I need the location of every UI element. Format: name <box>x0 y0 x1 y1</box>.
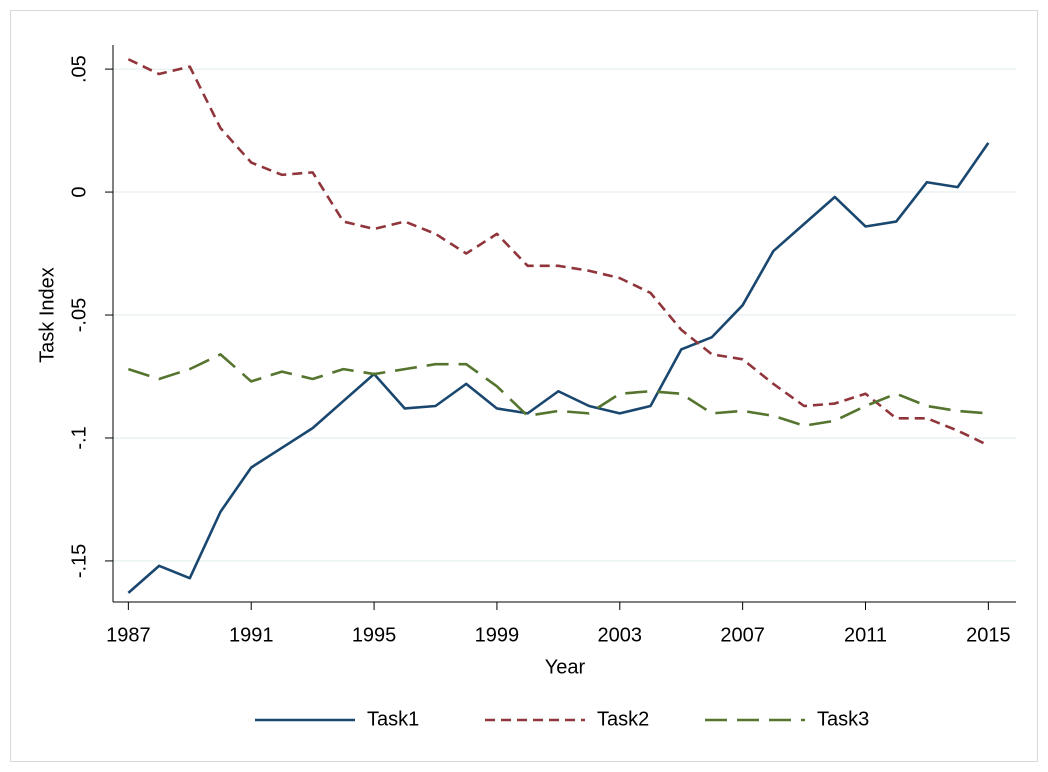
y-tick-label: -.15 <box>68 544 90 578</box>
line-series <box>127 142 990 594</box>
x-tick-label: 2011 <box>844 624 887 646</box>
x-tick-label: 1991 <box>229 624 274 646</box>
y-axis-title: Task Index <box>36 267 58 363</box>
frame <box>10 10 1038 762</box>
x-tick-label: 2015 <box>966 624 1011 646</box>
legend-label: Task3 <box>817 708 869 730</box>
x-tick-label: 2003 <box>598 624 643 646</box>
x-axis-title: Year <box>545 656 586 678</box>
legend-label: Task1 <box>367 708 419 730</box>
x-tick-label: 1987 <box>106 624 151 646</box>
line-series <box>127 353 989 427</box>
legend-label: Task2 <box>597 708 649 730</box>
y-tick-label: .05 <box>68 55 90 83</box>
y-tick-label: -.1 <box>68 426 90 449</box>
line-series <box>127 58 989 447</box>
x-tick-label: 2007 <box>720 624 765 646</box>
y-tick-label: 0 <box>68 186 90 197</box>
x-tick-label: 1999 <box>475 624 520 646</box>
y-tick-label: -.05 <box>68 298 90 332</box>
x-tick-label: 1995 <box>352 624 397 646</box>
